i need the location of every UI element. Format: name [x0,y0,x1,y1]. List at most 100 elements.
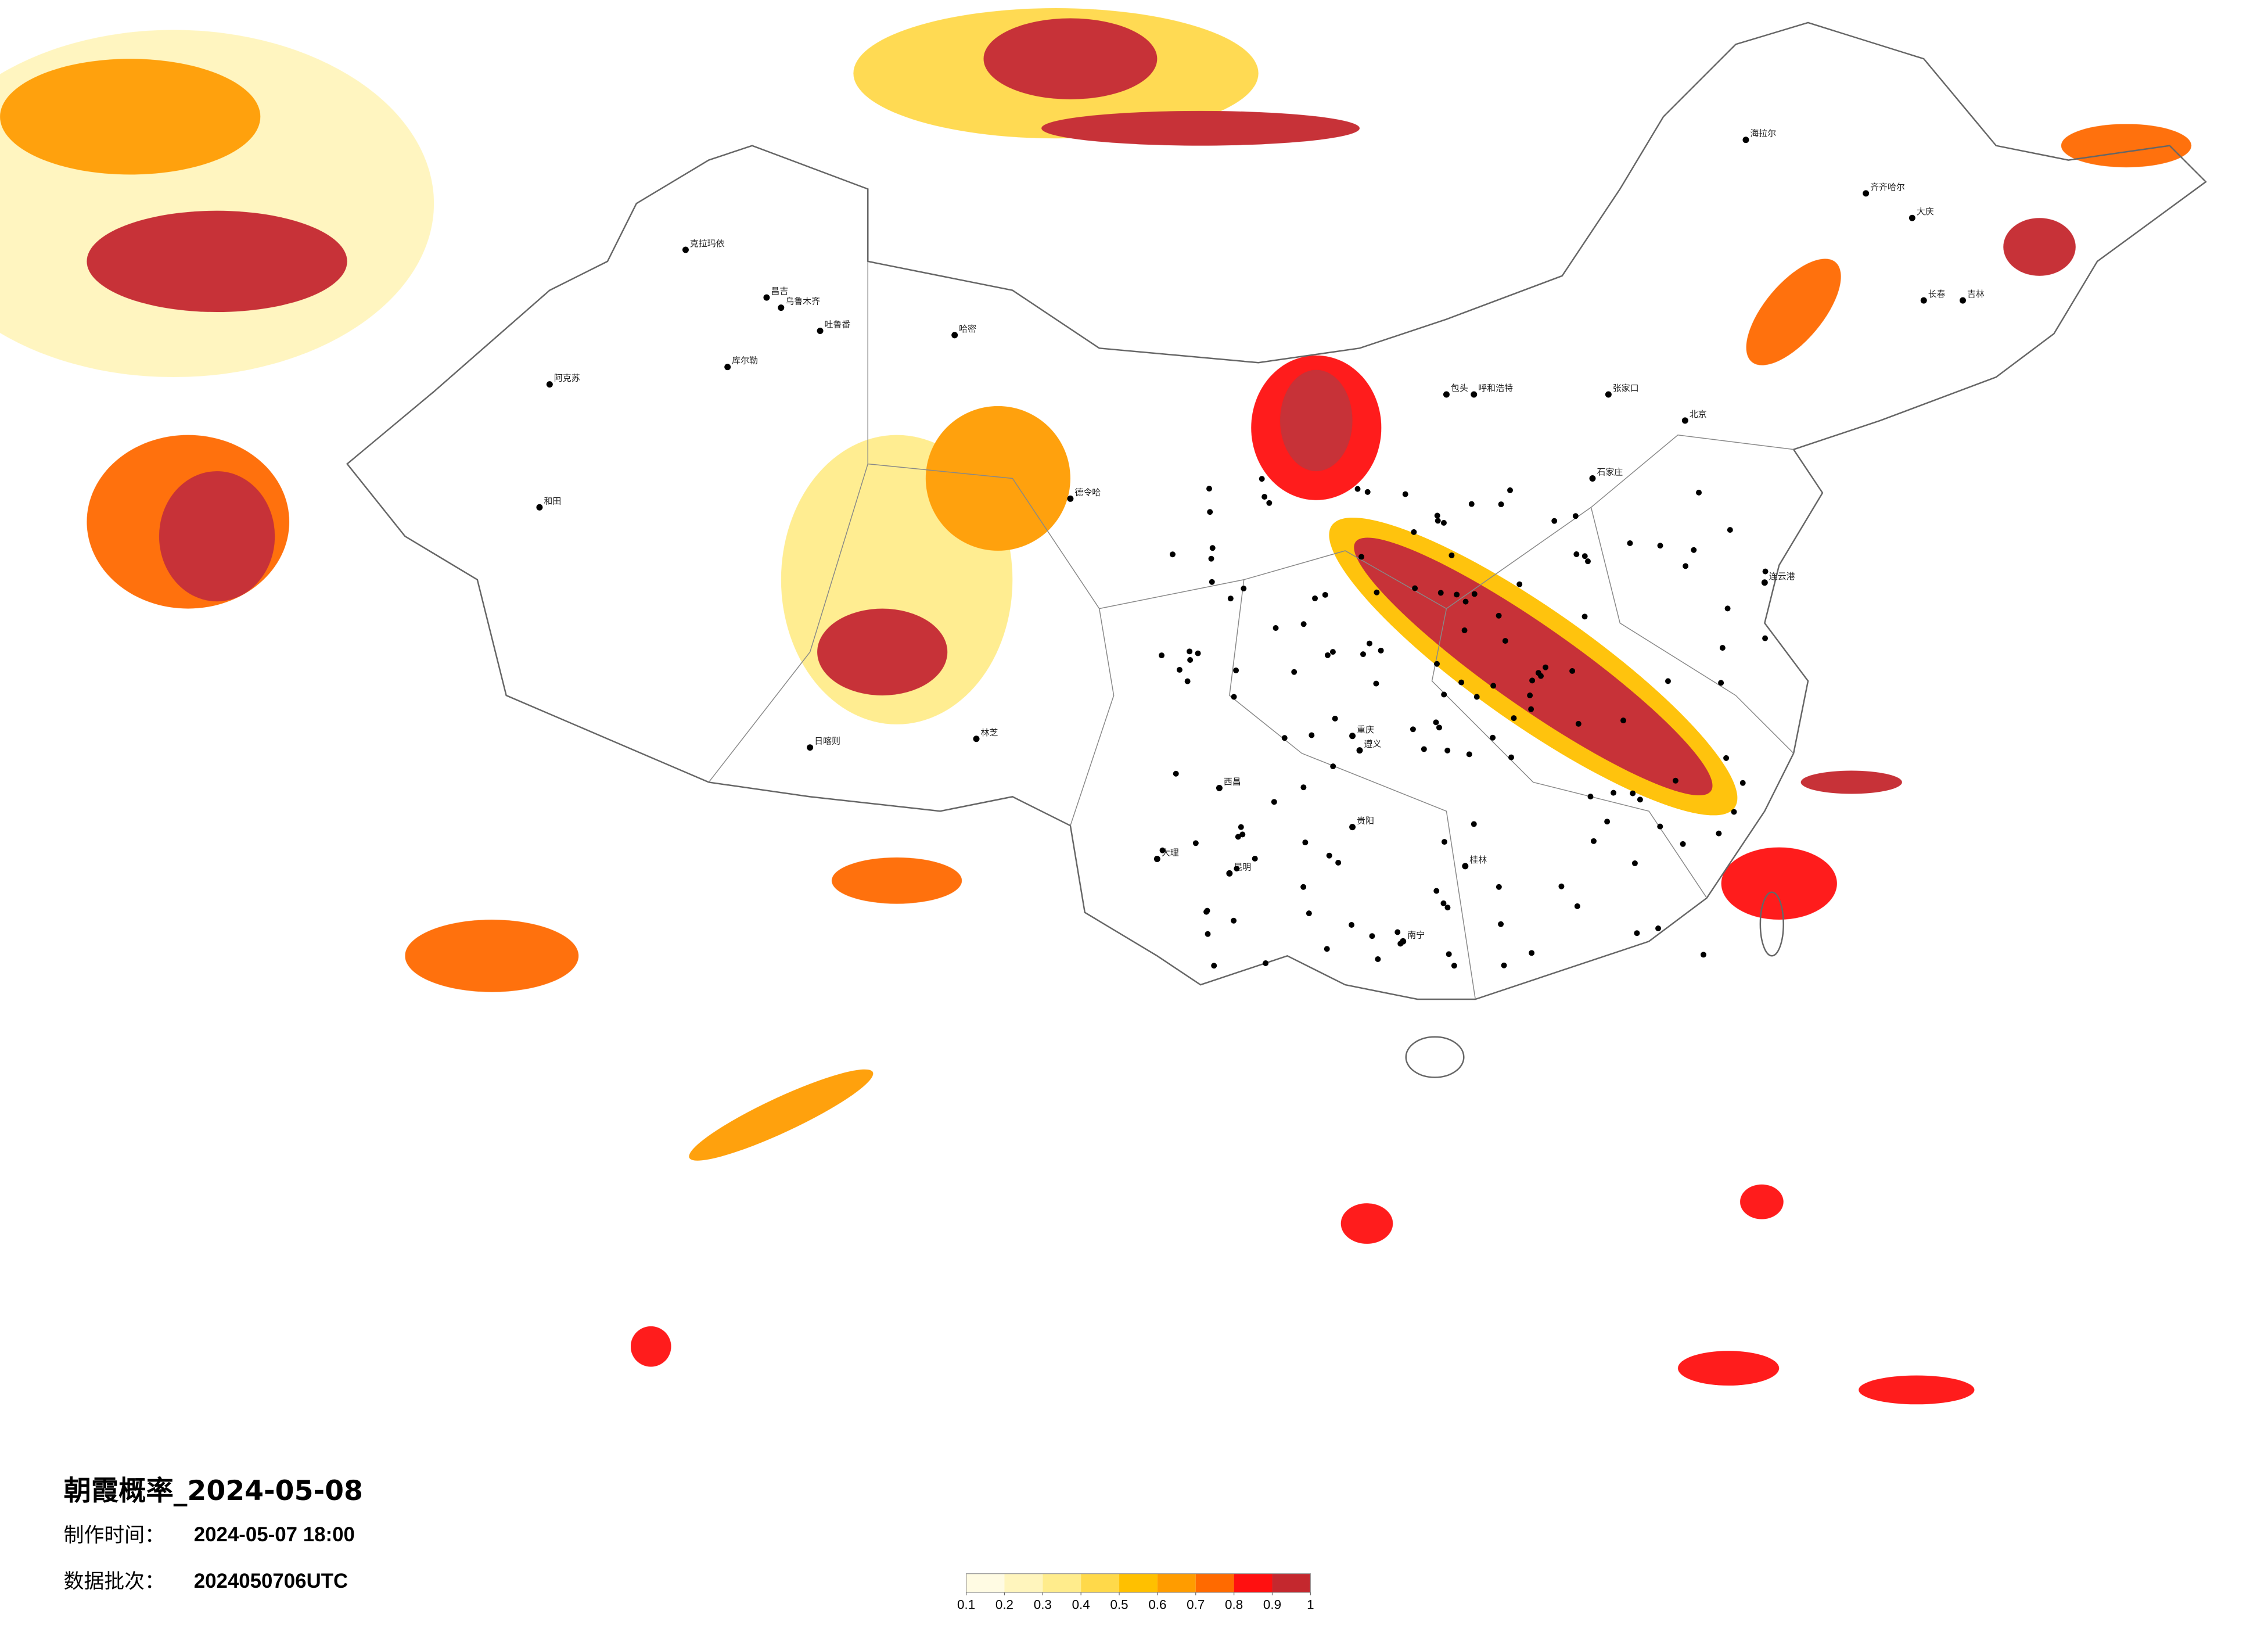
colorbar-tick-label: 1 [1307,1597,1314,1612]
colorbar-segment [1081,1573,1120,1593]
city-dot [1574,903,1580,909]
city-dot [1349,922,1355,928]
city-dot [1444,905,1451,911]
field-blob [1739,1184,1784,1219]
probability-field [0,8,2192,1405]
city-dot [1665,678,1671,684]
city-dot [1302,839,1309,846]
city-dot [1529,677,1536,684]
city-dot [1496,884,1502,890]
city-dot [1762,568,1769,575]
city-dot [1322,591,1328,598]
city-dot [1203,909,1210,915]
map-title: 朝霞概率_2024-05-08 [64,1475,363,1507]
city-label: 南宁 [1407,930,1425,940]
city-dot [1498,921,1504,927]
colorbar-frame [965,1573,1311,1593]
colorbar-segment [1195,1573,1234,1593]
city-label: 大庆 [1917,206,1934,217]
city-label: 呼和浩特 [1478,383,1513,393]
city-dot [1582,613,1588,620]
city-dot [1306,910,1312,917]
city-dot [1863,190,1870,197]
city-dot [1461,627,1468,633]
field-blob [1800,770,1902,794]
city-dot [1187,648,1193,655]
city-dot [1657,543,1663,549]
city-dot [1462,598,1469,605]
city-dot [1176,666,1182,673]
city-dot [1473,694,1480,700]
colorbar-tick-label: 0.9 [1263,1597,1281,1612]
city-dot [1235,834,1241,840]
city-dot [1397,941,1404,947]
city-dot [1356,747,1363,754]
city-dot [1192,840,1199,846]
colorbar-segment [1157,1573,1196,1593]
city-dot [1462,863,1469,870]
city-label: 乌鲁木齐 [785,296,820,307]
city-label: 吐鲁番 [825,319,851,329]
city-dot [1434,512,1440,519]
city-dot [1238,824,1244,830]
city-label: 连云港 [1769,571,1795,582]
city-dot [1435,518,1441,524]
city-label: 哈密 [959,324,976,334]
city-dot [1159,847,1166,853]
city-dot [1508,754,1514,760]
city-dot [1436,724,1442,731]
city-dot [1324,946,1330,952]
city-dot [1511,715,1517,722]
city-dot [1312,595,1318,601]
city-dot [1252,855,1258,862]
city-dot [1184,678,1191,684]
city-dot [1324,652,1331,658]
field-blob [925,406,1070,551]
field-blob [87,210,347,313]
colorbar-segment [966,1573,1005,1593]
city-dot [1527,692,1533,699]
city-dot [1762,635,1769,641]
city-label: 桂林 [1469,855,1487,865]
city-dot [1271,799,1277,805]
city-label: 贵阳 [1357,816,1374,826]
city-dot [1349,733,1356,740]
city-dot [1501,962,1507,968]
city-dot [1498,501,1504,508]
production-time-label: 制作时间： [64,1524,165,1547]
city-dot [1231,917,1237,924]
city-dot [1332,715,1338,722]
city-dot [1655,925,1662,931]
city-dot [1727,527,1733,533]
field-blob [1280,369,1353,472]
city-dot [1378,647,1384,654]
city-label: 库尔勒 [732,356,758,366]
city-dot [1412,585,1418,591]
colorbar-tick-label: 0.1 [957,1597,975,1612]
city-dot [1719,645,1726,651]
city-dot [1263,960,1269,966]
field-blob [1340,1203,1393,1244]
city-dot [1300,621,1307,627]
city-label: 林芝 [981,727,998,738]
city-dot [1471,591,1478,597]
city-dot [1234,866,1240,872]
city-dot [1683,563,1689,569]
city-dot [1543,664,1549,670]
city-dot [1239,831,1246,838]
city-dot [1364,489,1371,495]
city-dot [1434,661,1440,667]
city-dot [1309,732,1315,738]
city-dot [1680,841,1686,847]
city-dot [1369,933,1375,939]
city-label: 包头 [1451,383,1468,393]
city-dot [1691,547,1697,553]
city-dot [1300,784,1307,791]
city-dot [1575,720,1582,727]
city-dot [1330,763,1336,770]
city-dot [1516,581,1523,587]
city-dot [1920,297,1927,304]
city-dot [1291,669,1297,675]
city-dot [1374,589,1380,595]
city-dot [1761,579,1768,586]
